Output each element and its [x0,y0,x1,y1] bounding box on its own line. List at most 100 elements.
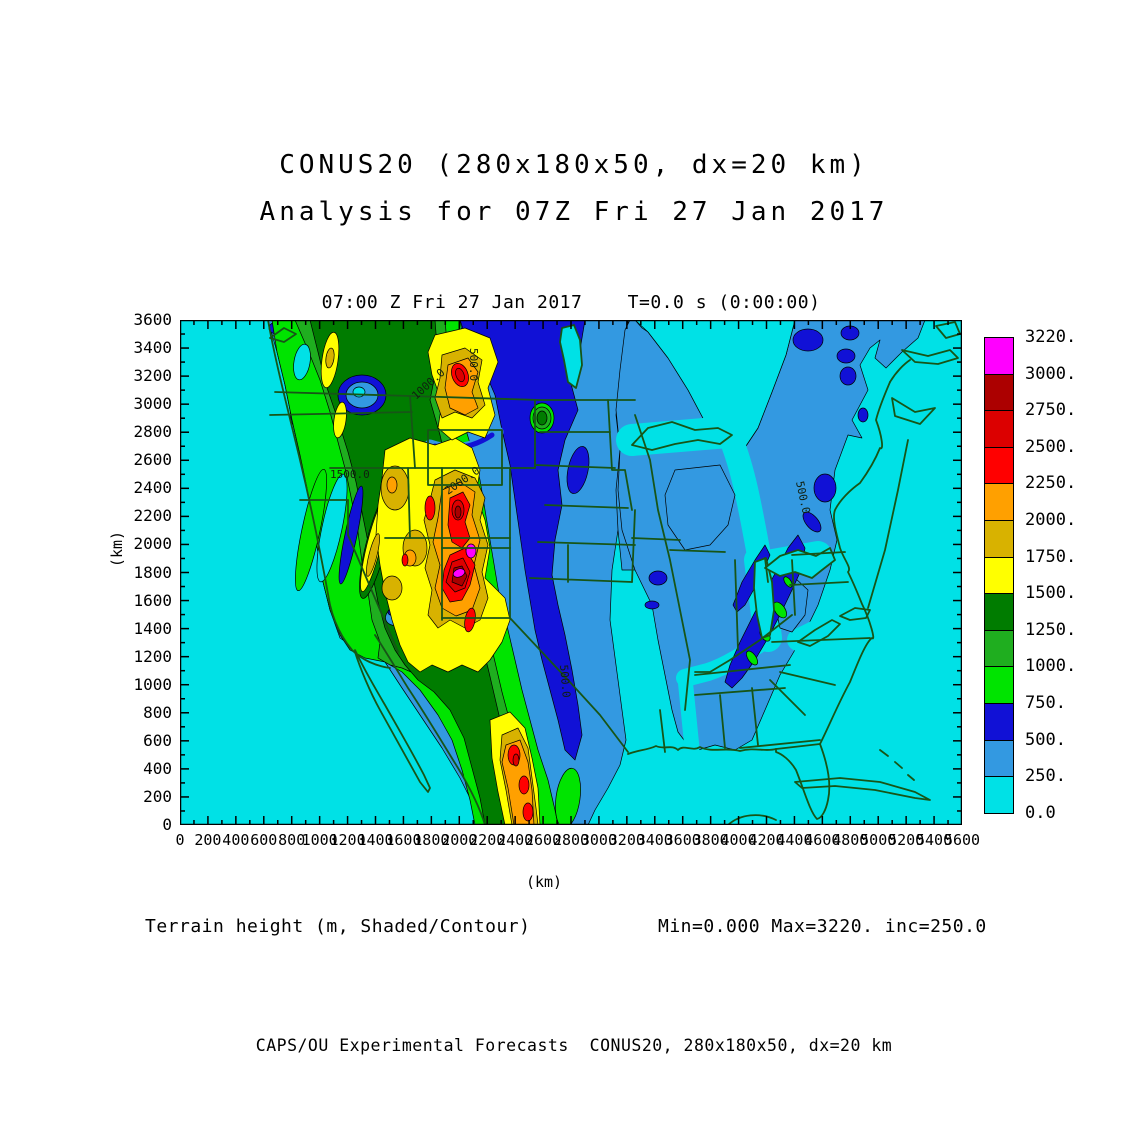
x-tick-label: 3200 [608,831,645,849]
page-title-line1: CONUS20 (280x180x50, dx=20 km) [279,150,869,180]
y-tick-label: 1800 [133,562,172,582]
y-tick-label: 2200 [133,506,172,526]
colorbar-tick-label: 3000. [1025,363,1077,384]
x-tick-label: 5400 [916,831,953,849]
colorbar-tick-label: 1750. [1025,546,1077,567]
x-tick-label: 3400 [636,831,673,849]
y-tick-label: 2400 [133,478,172,498]
tn-al-border [694,687,786,696]
x-tick-label: 200 [194,831,222,849]
in-oh-borders [734,557,796,651]
plot-timestamp-header: 07:00 Z Fri 27 Jan 2017 T=0.0 s (0:00:00… [321,292,821,313]
colorbar-tick-label: 1250. [1025,619,1077,640]
colorbar-cell [984,776,1014,814]
x-tick-label: 1600 [385,831,422,849]
y-tick-label: 1200 [133,646,172,666]
colorbar-tick-label: 250. [1025,766,1066,787]
nc-sc-border [779,671,836,686]
lake-winnipeg [559,324,583,389]
x-tick-label: 0 [175,831,185,849]
bahamas-marks [879,749,915,781]
colorbar-cell [984,666,1014,704]
colorbar-tick-label: 2000. [1025,510,1077,530]
y-tick-label: 2800 [133,422,172,442]
wisconsin-upland [664,464,736,551]
colorbar-tick-label: 500. [1025,729,1066,750]
ms-al-border [719,694,726,749]
gulf-st-lawrence [901,349,959,365]
lakes [559,324,871,647]
baja-peninsula [354,649,431,793]
field-label: Terrain height (m, Shaded/Contour) [145,916,531,937]
lake-huron [764,547,836,579]
ia-mo-border [631,537,681,541]
x-tick-label: 1200 [329,831,366,849]
wy-box [427,429,503,486]
y-tick-label: 400 [143,758,172,778]
gulf-atlantic-coastline [627,745,777,755]
coastlines-and-borders [267,319,961,826]
x-tick-label: 4000 [720,831,757,849]
colorbar-tick-label: 1500. [1025,583,1077,604]
us-canada-border [274,391,636,401]
ne-ks-border [544,504,629,509]
map-plot-area: 1500.0 1000.0 2000.0 500.0 500.0 500.0 [178,318,964,829]
wi-il-border [669,549,726,553]
y-tick-label: 600 [143,730,172,750]
x-tick-label: 3800 [692,831,729,849]
tx-panhandle [529,544,633,583]
x-tick-label: 1400 [357,831,394,849]
y-tick-label: 2000 [133,534,172,554]
x-tick-label: 1800 [413,831,450,849]
footer-credit: CAPS/OU Experimental Forecasts CONUS20, … [255,1036,893,1055]
y-tick-label: 2600 [133,450,172,470]
x-tick-label: 5200 [888,831,925,849]
nova-scotia-outline [891,397,936,425]
ohio-river [694,614,793,673]
colorbar-tick-label: 750. [1025,693,1066,713]
y-tick-label: 3600 [133,310,172,329]
central-valley [316,473,348,583]
colorbar-cell [984,520,1014,558]
wa-or-border [269,411,413,416]
x-tick-label: 5000 [860,831,897,849]
lake-erie [797,619,841,647]
x-tick-label: 600 [250,831,278,849]
rio-grande-border [509,617,629,753]
va-nc-border [771,637,871,643]
colorbar-tick-label: 0.0 [1025,802,1056,823]
ky-tn-border [694,664,791,676]
x-tick-label: 2600 [525,831,562,849]
y-tick-label: 0 [162,815,172,834]
y-tick-label: 3400 [133,338,172,358]
catskills-blob [802,511,822,533]
al-ga-border [751,687,759,746]
wasatch-red [424,495,436,521]
yucatan-arc [727,814,777,826]
x-tick-label: 4200 [748,831,785,849]
y-tick-label: 3200 [133,366,172,386]
cascade-crest-south [333,401,347,439]
st-lawrence-river [867,439,909,609]
x-tick-label: 800 [278,831,306,849]
svg-text:500.0: 500.0 [557,664,573,698]
sierra-foothills-strip [338,485,364,585]
colorbar-cell [984,337,1014,375]
pa-ny-border [791,551,846,556]
sandhills-lobe [566,446,590,494]
x-tick-label: 3600 [664,831,701,849]
svg-text:500.0: 500.0 [467,348,480,381]
mainland-mexico-coast [374,634,486,826]
x-tick-label: 5600 [943,831,981,849]
colorbar-tick-label: 2750. [1025,400,1077,421]
colorbar-cell [984,556,1014,595]
x-tick-label: 4800 [832,831,869,849]
x-tick-label: 4400 [776,831,813,849]
atlantic-coastline [819,381,891,745]
ga-sc-border [769,679,806,716]
colorbar-cell [984,373,1014,412]
vancouver-island [269,327,297,343]
x-tick-label: 3000 [580,831,617,849]
adirondacks-blob [813,473,837,503]
